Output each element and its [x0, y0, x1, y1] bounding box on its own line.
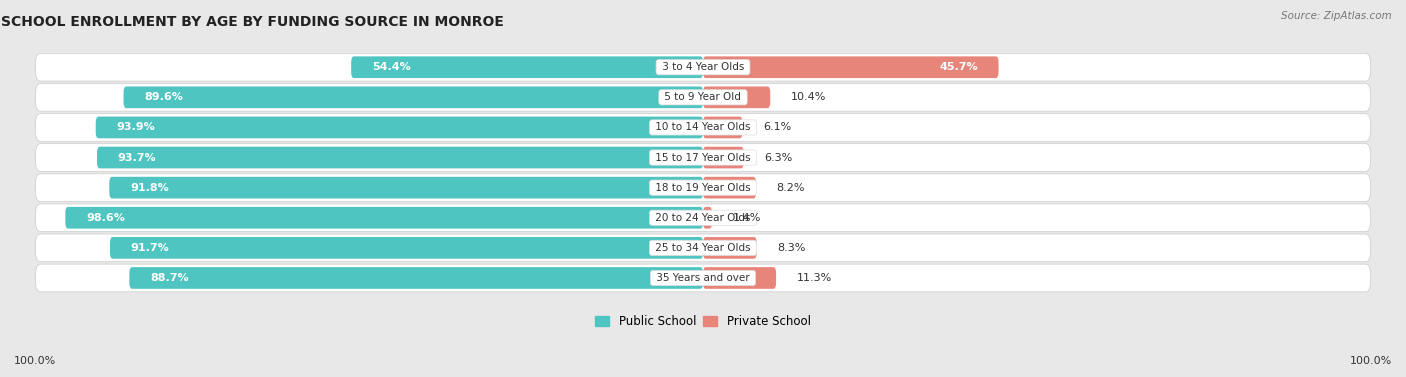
FancyBboxPatch shape	[703, 147, 744, 169]
Text: 100.0%: 100.0%	[14, 356, 56, 366]
FancyBboxPatch shape	[124, 86, 703, 108]
Text: 20 to 24 Year Olds: 20 to 24 Year Olds	[652, 213, 754, 223]
Text: 10.4%: 10.4%	[792, 92, 827, 102]
Text: 11.3%: 11.3%	[797, 273, 832, 283]
FancyBboxPatch shape	[110, 177, 703, 199]
Text: 6.1%: 6.1%	[763, 123, 792, 132]
Text: 89.6%: 89.6%	[145, 92, 183, 102]
FancyBboxPatch shape	[703, 207, 711, 228]
Text: 10 to 14 Year Olds: 10 to 14 Year Olds	[652, 123, 754, 132]
Legend: Public School, Private School: Public School, Private School	[591, 311, 815, 333]
FancyBboxPatch shape	[110, 237, 703, 259]
Text: 6.3%: 6.3%	[765, 153, 793, 162]
Text: 3 to 4 Year Olds: 3 to 4 Year Olds	[658, 62, 748, 72]
FancyBboxPatch shape	[35, 54, 1371, 81]
FancyBboxPatch shape	[35, 204, 1371, 231]
FancyBboxPatch shape	[703, 116, 742, 138]
FancyBboxPatch shape	[35, 174, 1371, 201]
Text: 5 to 9 Year Old: 5 to 9 Year Old	[661, 92, 745, 102]
Text: 91.7%: 91.7%	[131, 243, 169, 253]
FancyBboxPatch shape	[35, 234, 1371, 262]
FancyBboxPatch shape	[703, 267, 776, 289]
FancyBboxPatch shape	[35, 113, 1371, 141]
Text: 15 to 17 Year Olds: 15 to 17 Year Olds	[652, 153, 754, 162]
Text: 45.7%: 45.7%	[939, 62, 979, 72]
FancyBboxPatch shape	[65, 207, 703, 228]
Text: 8.3%: 8.3%	[778, 243, 806, 253]
Text: 91.8%: 91.8%	[129, 182, 169, 193]
FancyBboxPatch shape	[97, 147, 703, 169]
Text: 88.7%: 88.7%	[150, 273, 188, 283]
Text: Source: ZipAtlas.com: Source: ZipAtlas.com	[1281, 11, 1392, 21]
FancyBboxPatch shape	[352, 57, 703, 78]
FancyBboxPatch shape	[35, 264, 1371, 292]
Text: 100.0%: 100.0%	[1350, 356, 1392, 366]
Text: 35 Years and over: 35 Years and over	[652, 273, 754, 283]
FancyBboxPatch shape	[96, 116, 703, 138]
FancyBboxPatch shape	[129, 267, 703, 289]
FancyBboxPatch shape	[703, 177, 756, 199]
Text: SCHOOL ENROLLMENT BY AGE BY FUNDING SOURCE IN MONROE: SCHOOL ENROLLMENT BY AGE BY FUNDING SOUR…	[1, 15, 505, 29]
Text: 8.2%: 8.2%	[776, 182, 806, 193]
Text: 18 to 19 Year Olds: 18 to 19 Year Olds	[652, 182, 754, 193]
FancyBboxPatch shape	[35, 83, 1371, 111]
FancyBboxPatch shape	[703, 86, 770, 108]
FancyBboxPatch shape	[703, 237, 756, 259]
Text: 1.4%: 1.4%	[733, 213, 761, 223]
Text: 93.7%: 93.7%	[118, 153, 156, 162]
Text: 54.4%: 54.4%	[371, 62, 411, 72]
FancyBboxPatch shape	[35, 144, 1371, 172]
Text: 25 to 34 Year Olds: 25 to 34 Year Olds	[652, 243, 754, 253]
FancyBboxPatch shape	[703, 57, 998, 78]
Text: 93.9%: 93.9%	[117, 123, 155, 132]
Text: 98.6%: 98.6%	[86, 213, 125, 223]
